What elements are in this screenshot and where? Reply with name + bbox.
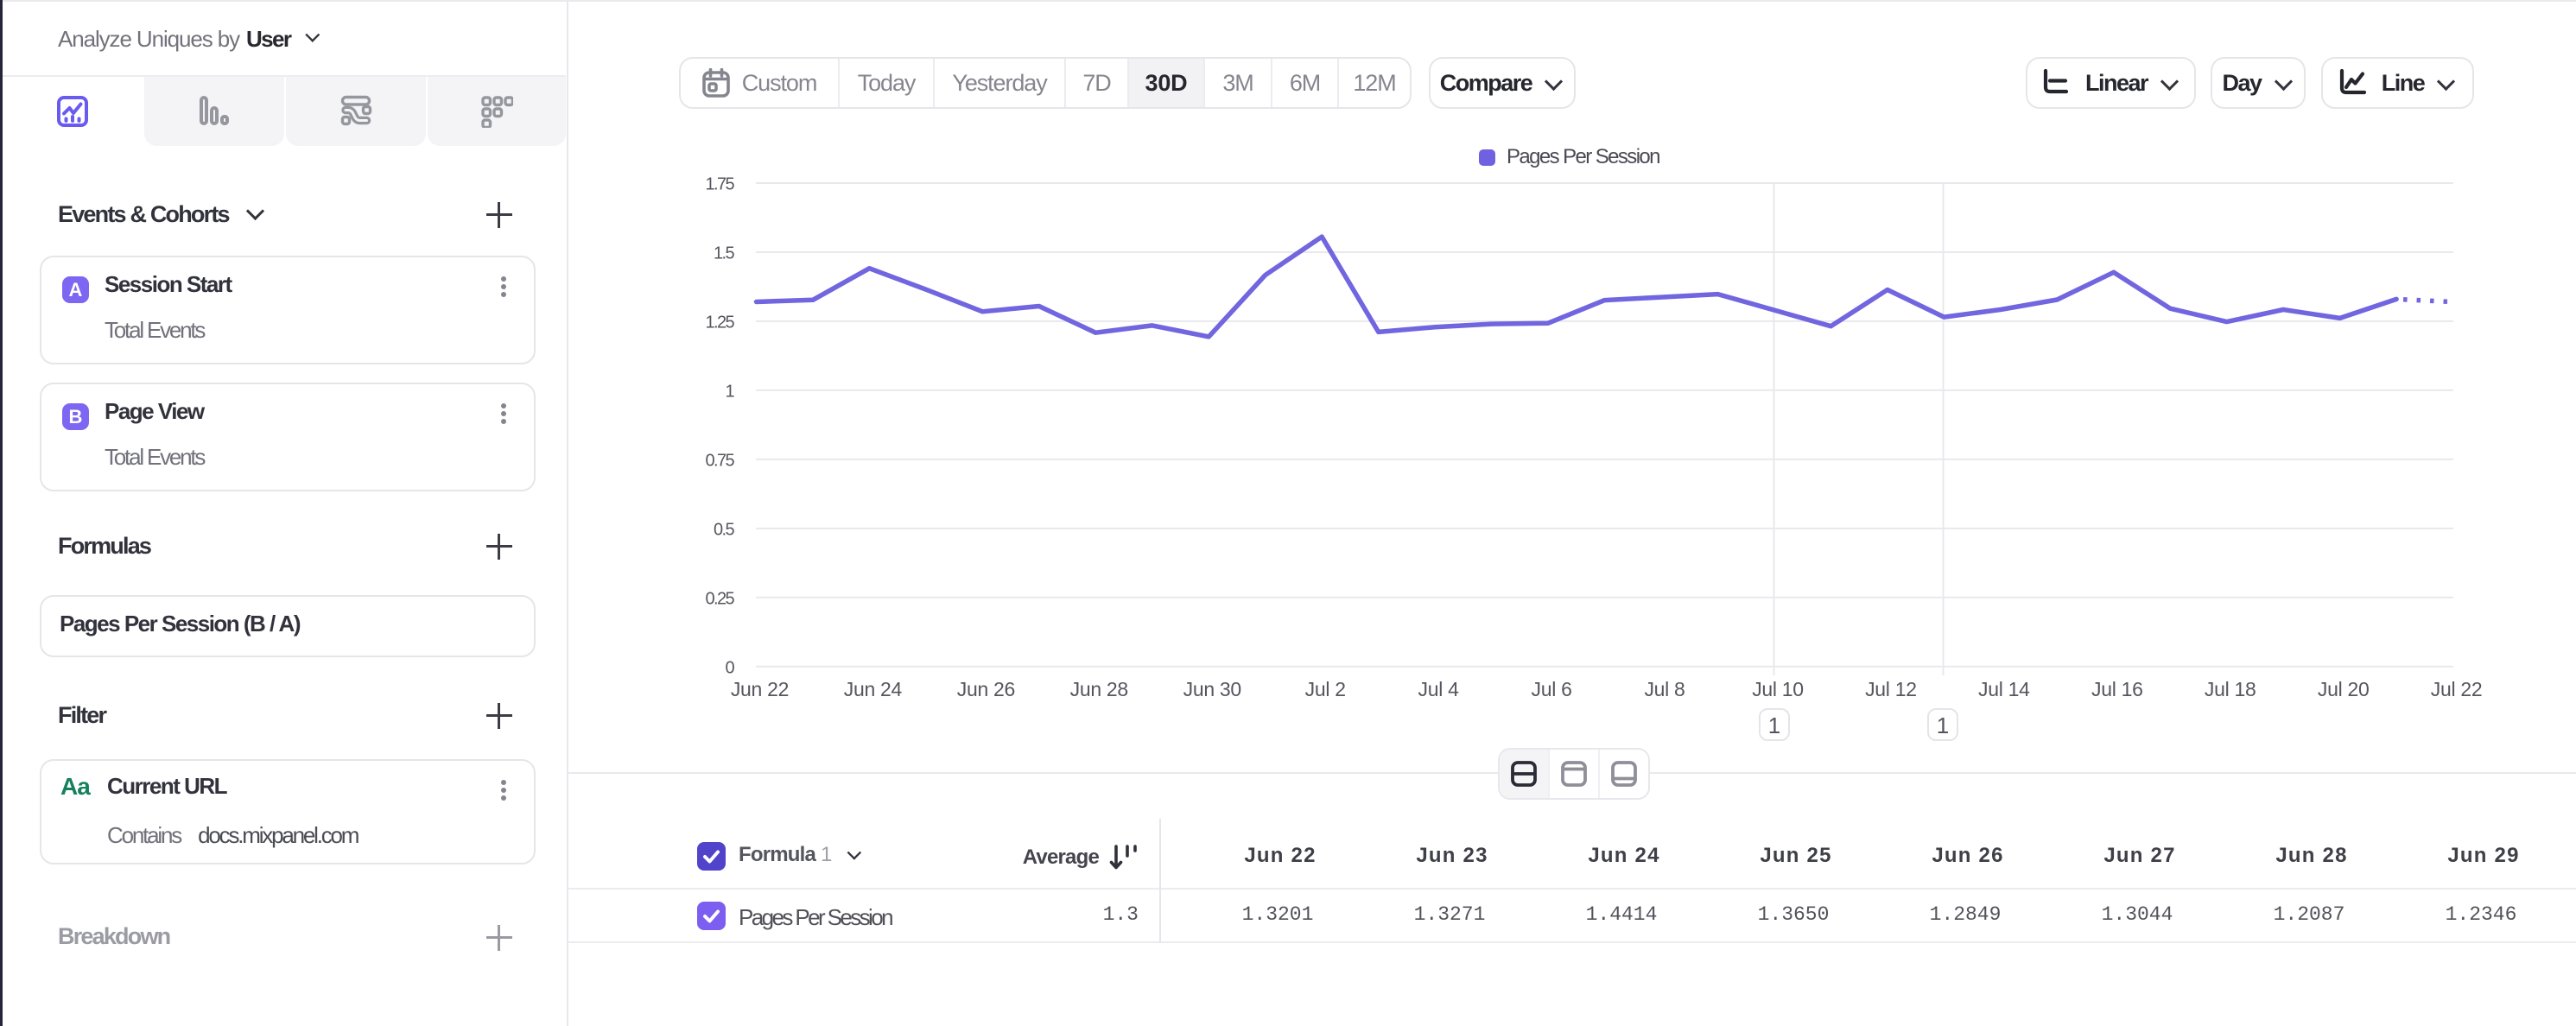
svg-text:1: 1: [725, 382, 734, 401]
svg-text:1.25: 1.25: [705, 313, 734, 332]
svg-text:Jul 12: Jul 12: [1865, 678, 1917, 700]
svg-text:0.25: 0.25: [705, 589, 734, 608]
svg-text:Jun 22: Jun 22: [731, 678, 789, 700]
svg-text:Jul 8: Jul 8: [1644, 678, 1685, 700]
svg-text:Jul 16: Jul 16: [2091, 678, 2143, 700]
svg-text:Jul 22: Jul 22: [2431, 678, 2483, 700]
svg-text:Jul 6: Jul 6: [1532, 678, 1572, 700]
svg-text:Jul 18: Jul 18: [2205, 678, 2256, 700]
svg-text:Jun 28: Jun 28: [1070, 678, 1128, 700]
svg-text:Jun 30: Jun 30: [1183, 678, 1241, 700]
svg-text:Jul 20: Jul 20: [2318, 678, 2370, 700]
svg-text:Jun 26: Jun 26: [957, 678, 1015, 700]
svg-text:1.75: 1.75: [705, 175, 734, 194]
svg-text:Jun 24: Jun 24: [844, 678, 903, 700]
svg-text:Jul 4: Jul 4: [1418, 678, 1460, 700]
svg-text:0.75: 0.75: [705, 451, 734, 470]
svg-text:Jul 10: Jul 10: [1752, 678, 1804, 700]
svg-text:1.5: 1.5: [714, 244, 734, 263]
svg-text:Jul 2: Jul 2: [1305, 678, 1346, 700]
svg-text:0: 0: [725, 658, 734, 677]
svg-text:Jul 14: Jul 14: [1978, 678, 2030, 700]
svg-text:0.5: 0.5: [714, 520, 734, 539]
